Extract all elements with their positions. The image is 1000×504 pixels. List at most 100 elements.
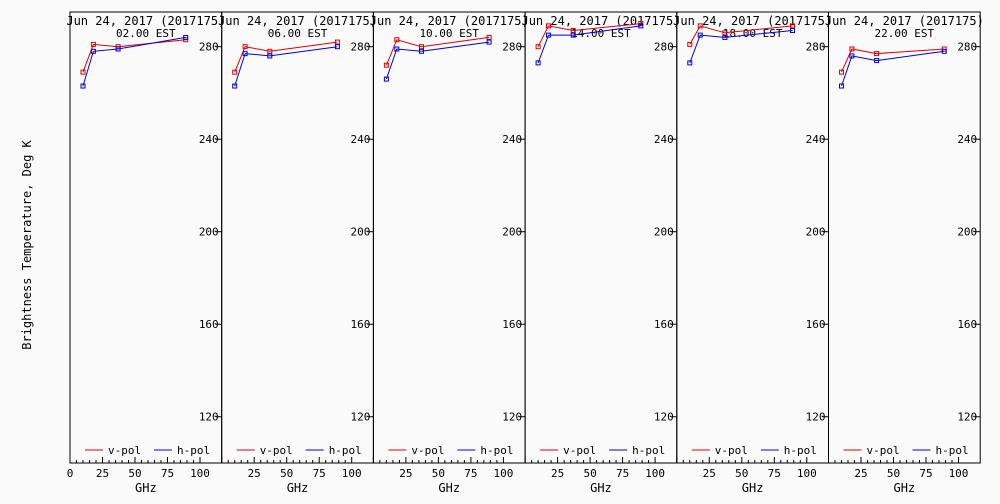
y-tick-label: 200 (351, 226, 371, 239)
h-pol-point (419, 48, 424, 54)
panel-2: Jun 24, 2017 (2017175)06.00 EST 120 160 200… (218, 11, 377, 495)
y-tick-label: 280 (502, 41, 522, 54)
v-pol-point (546, 23, 551, 29)
y-tick-label: 240 (502, 133, 522, 146)
y-tick-label: 200 (654, 226, 674, 239)
x-tick-label: 25 (551, 467, 564, 480)
panel-time: 10.00 EST (419, 27, 479, 40)
h-pol-point (687, 60, 693, 66)
panel-frame (828, 11, 981, 464)
y-tick-label: 120 (502, 411, 522, 424)
v-pol-point (383, 62, 389, 68)
x-tick-label: 100 (342, 467, 362, 480)
x-tick-label: 50 (735, 467, 748, 480)
panel-title: Jun 24, 2017 (2017175) (218, 14, 377, 28)
panel-time: 22.00 EST (875, 27, 935, 40)
legend-v-label: v-pol (260, 444, 293, 457)
x-tick-label: 100 (797, 467, 817, 480)
legend-v-label: v-pol (715, 444, 748, 457)
legend-v-label: v-pol (563, 444, 596, 457)
y-tick-label: 280 (654, 41, 674, 54)
v-pol-point (849, 46, 855, 52)
panel-6: Jun 24, 2017 (2017175)22.00 EST 120 160 200… (825, 11, 984, 495)
x-tick-label: 0 (67, 467, 74, 480)
y-tick-label: 160 (654, 318, 674, 331)
legend-h-label: h-pol (177, 444, 210, 457)
v-pol-point (267, 48, 273, 54)
v-pol-point (242, 44, 248, 50)
h-pol-point (638, 23, 644, 29)
v-pol-point (839, 69, 844, 75)
h-pol-point (394, 46, 400, 52)
panel-title: Jun 24, 2017 (2017175) (673, 14, 832, 28)
v-pol-line (385, 36, 490, 66)
v-pol-line (841, 48, 945, 73)
h-pol-point (941, 48, 947, 54)
panel-3: Jun 24, 2017 (2017175)10.00 EST 120 160 200… (370, 11, 529, 495)
h-pol-line (841, 50, 945, 87)
v-pol-point (697, 23, 703, 29)
v-pol-point (90, 41, 96, 47)
y-tick-label: 240 (199, 133, 219, 146)
legend-h-label: h-pol (784, 444, 817, 457)
panel-time: 18.00 EST (723, 27, 783, 40)
h-pol-point (486, 39, 492, 45)
h-pol-point (790, 28, 795, 34)
y-tick-label: 200 (199, 226, 219, 239)
legend-v-label: v-pol (108, 444, 141, 457)
h-pol-point (115, 46, 121, 52)
y-tick-label: 160 (957, 318, 977, 331)
h-pol-line (234, 46, 338, 87)
h-pol-point (90, 48, 96, 54)
x-axis-title: GHz (287, 481, 309, 495)
h-pol-point (697, 32, 703, 38)
x-axis-title: GHz (894, 481, 916, 495)
x-tick-label: 50 (583, 467, 596, 480)
h-pol-point (874, 58, 880, 64)
h-pol-point (849, 53, 855, 59)
h-pol-point (722, 34, 728, 40)
v-pol-point (687, 41, 693, 47)
y-tick-label: 240 (654, 133, 674, 146)
y-tick-label: 200 (806, 226, 826, 239)
y-axis-title: Brightness Temperature, Deg K (20, 139, 34, 349)
x-tick-label: 25 (854, 467, 867, 480)
y-tick-label: 120 (957, 411, 977, 424)
x-tick-label: 50 (280, 467, 293, 480)
x-tick-label: 75 (464, 467, 477, 480)
v-pol-line (82, 39, 186, 73)
v-pol-line (537, 23, 641, 47)
h-pol-point (546, 32, 551, 38)
y-tick-label: 240 (957, 133, 977, 146)
x-tick-label: 50 (887, 467, 900, 480)
x-tick-label: 100 (949, 467, 969, 480)
v-pol-point (394, 37, 400, 43)
h-pol-line (385, 41, 490, 80)
y-tick-label: 160 (199, 318, 219, 331)
h-pol-point (383, 76, 389, 82)
panel-time: 14.00 EST (571, 27, 631, 40)
y-tick-label: 160 (502, 318, 522, 331)
y-tick-label: 240 (806, 133, 826, 146)
h-pol-point (535, 60, 541, 66)
panel-title: Jun 24, 2017 (2017175) (825, 14, 984, 28)
h-pol-point (232, 83, 238, 89)
v-pol-point (232, 69, 238, 75)
x-axis-title: GHz (135, 481, 157, 495)
v-pol-line (234, 41, 338, 73)
v-pol-point (419, 44, 424, 50)
v-pol-point (535, 44, 541, 50)
v-pol-point (790, 23, 795, 29)
panel-title: Jun 24, 2017 (2017175) (370, 14, 529, 28)
y-tick-label: 160 (806, 318, 826, 331)
h-pol-point (570, 32, 576, 38)
x-axis-title: GHz (742, 481, 764, 495)
v-pol-point (722, 30, 728, 36)
x-tick-label: 75 (768, 467, 781, 480)
panel-title: Jun 24, 2017 (2017175) (66, 14, 225, 28)
v-pol-point (570, 28, 576, 34)
y-tick-label: 200 (502, 226, 522, 239)
x-tick-label: 100 (645, 467, 665, 480)
